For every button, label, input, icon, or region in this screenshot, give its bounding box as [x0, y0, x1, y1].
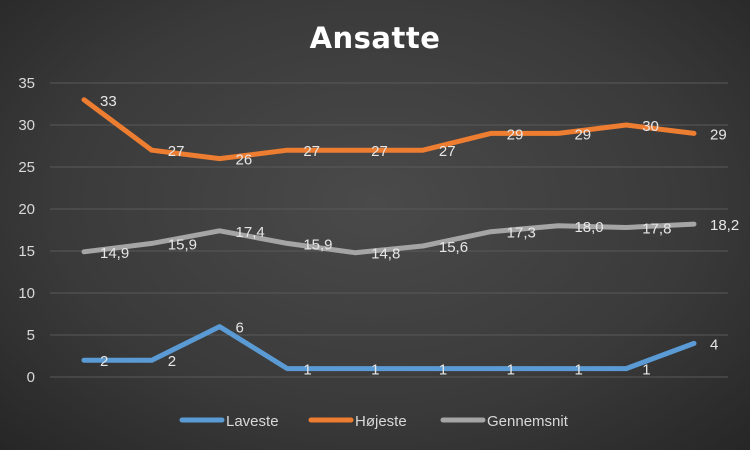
- data-label: 2: [168, 353, 176, 370]
- legend-entry-højeste: Højeste: [355, 413, 407, 430]
- data-label: 27: [371, 143, 388, 160]
- data-label: 29: [507, 126, 524, 143]
- data-label: 29: [710, 126, 727, 143]
- y-tick-label: 5: [27, 327, 35, 344]
- y-tick-label: 35: [18, 75, 35, 92]
- data-label: 18,0: [574, 219, 603, 236]
- data-label: 29: [574, 126, 591, 143]
- data-label: 17,4: [236, 224, 265, 241]
- series-line-højeste: [81, 97, 697, 162]
- series-lines: [81, 97, 697, 372]
- data-label: 27: [168, 143, 185, 160]
- data-label: 1: [371, 362, 379, 379]
- data-label: 14,9: [100, 245, 129, 262]
- data-label: 26: [236, 152, 253, 169]
- gridlines: [50, 82, 728, 378]
- data-label: 17,8: [642, 220, 671, 237]
- data-label: 2: [100, 353, 108, 370]
- data-label: 1: [507, 362, 515, 379]
- legend-entry-gennemsnit: Gennemsnit: [487, 413, 569, 430]
- data-label: 17,3: [507, 225, 536, 242]
- data-label: 1: [303, 362, 311, 379]
- data-label: 1: [439, 362, 447, 379]
- data-label: 1: [574, 362, 582, 379]
- y-tick-label: 25: [18, 159, 35, 176]
- data-label: 4: [710, 336, 718, 353]
- y-tick-label: 15: [18, 243, 35, 260]
- y-axis-ticks: 0 5 10 15 20 25 30 35: [18, 75, 35, 386]
- data-label: 33: [100, 93, 117, 110]
- data-label: 6: [236, 320, 244, 337]
- legend-entry-laveste: Laveste: [226, 413, 279, 430]
- data-label: 15,9: [168, 236, 197, 253]
- data-label: 30: [642, 118, 659, 135]
- data-label: 27: [303, 143, 320, 160]
- chart-title: Ansatte: [310, 21, 441, 55]
- data-label: 27: [439, 143, 456, 160]
- data-label: 1: [642, 362, 650, 379]
- legend: Laveste Højeste Gennemsnit: [179, 413, 569, 430]
- series-line-gennemsnit: [81, 221, 697, 256]
- y-tick-label: 20: [18, 201, 35, 218]
- y-tick-label: 10: [18, 285, 35, 302]
- data-label: 15,9: [303, 236, 332, 253]
- data-label: 18,2: [710, 217, 739, 234]
- y-tick-label: 0: [27, 369, 35, 386]
- y-tick-label: 30: [18, 117, 35, 134]
- series-line-laveste: [81, 324, 697, 372]
- data-label: 14,8: [371, 246, 400, 263]
- data-label: 15,6: [439, 239, 468, 256]
